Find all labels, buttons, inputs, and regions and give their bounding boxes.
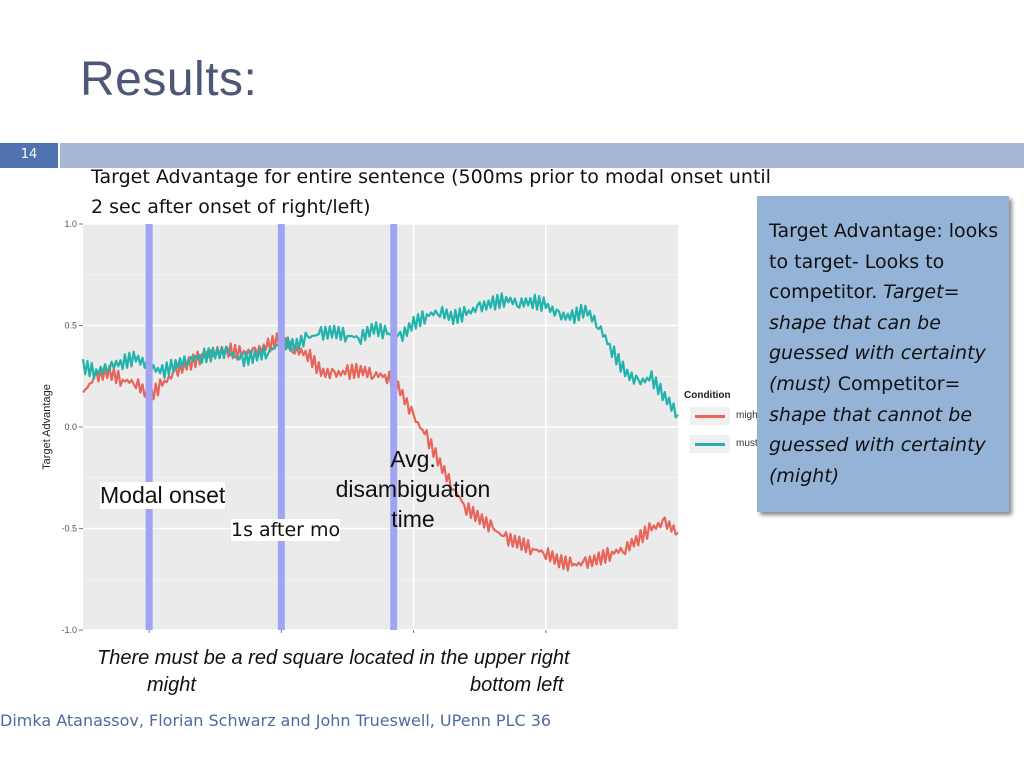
footer-credit: Dimka Atanassov, Florian Schwarz and Joh…: [0, 711, 552, 730]
y-tick-label: 0.0: [64, 422, 77, 432]
slide-number: 14: [0, 143, 58, 168]
example-bottom-left: bottom left: [470, 674, 564, 696]
time-marker-line: [390, 224, 398, 630]
note-line-3: = shape that cannot be guessed with cert…: [769, 372, 986, 487]
y-tick-label: -0.5: [61, 524, 77, 534]
time-marker-line: [145, 224, 153, 630]
slide-title: Results:: [80, 53, 258, 106]
legend-item-might: might: [684, 405, 760, 429]
legend-line-might: [695, 415, 725, 418]
legend-title: Condition: [684, 390, 731, 401]
legend-label-must: must: [736, 438, 758, 449]
chart-caption: Target Advantage for entire sentence (50…: [91, 166, 771, 218]
one-second-after-label: 1s after mo: [231, 519, 341, 541]
legend-label-might: might: [736, 410, 761, 421]
example-might: might: [147, 674, 196, 696]
legend-item-must: must: [684, 433, 758, 457]
note-line-1: Target Advantage: looks to target- Looks…: [769, 220, 999, 304]
modal-onset-label: Modal onset: [100, 482, 226, 509]
legend-line-must: [695, 443, 725, 446]
y-tick-label: -1.0: [61, 625, 77, 635]
series-line-must: [81, 292, 679, 419]
target-advantage-chart: 1.0 0.5 0.0 -0.5 -1.0 Target Advantage: [41, 219, 679, 635]
y-tick-label: 0.5: [64, 321, 77, 331]
header-band: [60, 143, 1024, 168]
example-sentence: There must be a red square located in th…: [97, 647, 570, 669]
time-marker-line: [277, 224, 285, 630]
avg-disambiguation-label: Avg. disambiguation time: [335, 446, 491, 532]
note-line-3-start: Competitor: [837, 372, 945, 395]
y-axis-label: Target Advantage: [41, 384, 53, 470]
series-line-might: [82, 332, 679, 572]
legend: Condition might must: [684, 390, 760, 457]
note-text: Target Advantage: looks to target- Looks…: [769, 216, 1001, 491]
definition-note: Target Advantage: looks to target- Looks…: [757, 196, 1009, 512]
note-line-2: Target= shape that can be guessed with c…: [769, 281, 986, 395]
y-tick-label: 1.0: [64, 219, 77, 229]
